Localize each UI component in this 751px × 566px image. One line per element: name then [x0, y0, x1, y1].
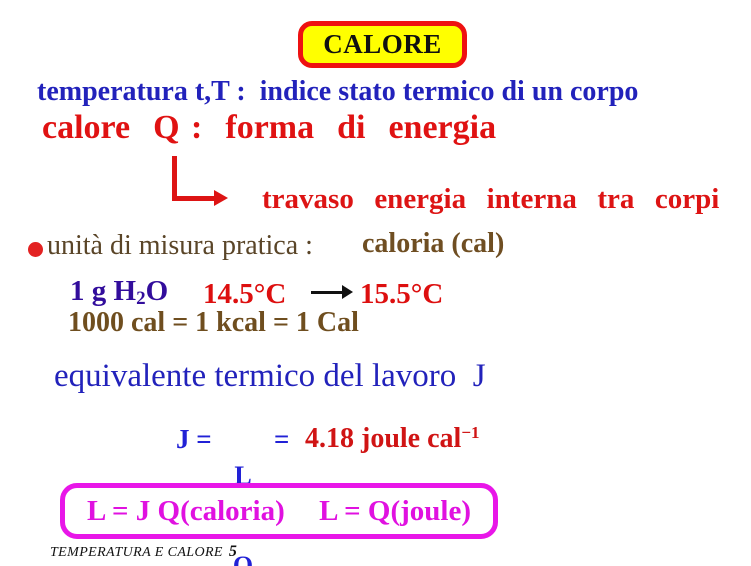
- temperature-from: 14.5°C: [203, 278, 287, 310]
- elbow-arrow-icon: [172, 156, 177, 201]
- formula-exponent: −1: [461, 423, 480, 442]
- unit-label: unità di misura pratica :: [47, 230, 313, 261]
- bullet-icon: [28, 242, 43, 257]
- right-arrowhead-icon: [342, 285, 353, 299]
- title-box: CALORE: [298, 21, 467, 68]
- fraction-denominator: Q: [232, 551, 254, 566]
- footer-title: TEMPERATURA E CALORE: [50, 545, 223, 560]
- temperature-to: 15.5°C: [360, 278, 444, 310]
- unit-value: caloria (cal): [362, 228, 505, 259]
- conversion-line: 1000 cal = 1 kcal = 1 Cal: [68, 307, 359, 338]
- result-left: L = J Q(caloria): [87, 494, 285, 527]
- statement-travaso: travaso energia interna tra corpi: [262, 183, 720, 215]
- sample-suffix: O: [145, 275, 169, 307]
- formula-value-text: 4.18 joule cal: [305, 423, 462, 454]
- h2o-subscript: 2: [136, 288, 146, 309]
- formula-equals: =: [274, 424, 290, 454]
- elbow-arrow-icon: [172, 196, 214, 201]
- sample-quantity: 1 g H2O: [70, 275, 168, 310]
- result-box: L = J Q(caloria) L = Q(joule): [60, 483, 498, 539]
- formula-lhs: J =: [176, 424, 212, 454]
- elbow-arrowhead-icon: [214, 190, 228, 206]
- result-right: L = Q(joule): [319, 494, 471, 527]
- sample-prefix: 1 g H: [70, 275, 137, 307]
- right-arrow-icon: [311, 291, 342, 294]
- statement-calore: calore Q : forma di energia: [42, 109, 497, 146]
- footer: TEMPERATURA E CALORE 5: [50, 543, 237, 561]
- formula-value: 4.18 joule cal−1: [305, 423, 480, 455]
- footer-page-number: 5: [228, 543, 238, 560]
- page-title: CALORE: [323, 29, 442, 59]
- statement-temperatura: temperatura t,T : indice stato termico d…: [37, 76, 639, 107]
- equivalence-heading: equivalente termico del lavoro J: [54, 358, 486, 394]
